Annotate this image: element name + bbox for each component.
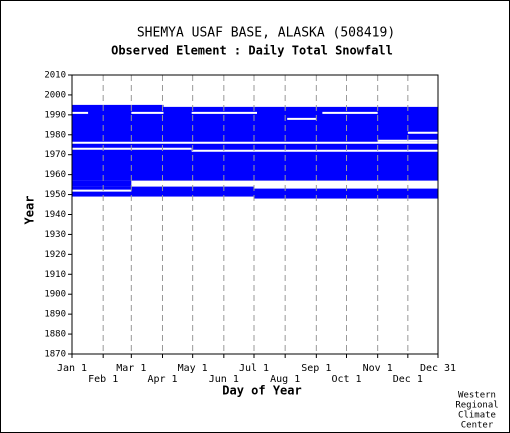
x-tick-label: Apr 1 — [147, 374, 177, 385]
x-tick-label: Dec 31 — [420, 363, 456, 374]
x-tick-label: Jul 1 — [239, 363, 269, 374]
plot-border — [71, 74, 439, 355]
y-tick-label: 1940 — [44, 210, 66, 220]
x-tick-label: Feb 1 — [88, 374, 118, 385]
y-tick-label: 1890 — [44, 310, 66, 320]
y-tick-label: 1870 — [44, 350, 66, 360]
y-tick-label: 1990 — [44, 110, 66, 120]
y-tick-label: 1900 — [44, 290, 66, 300]
chart-subtitle: Observed Element : Daily Total Snowfall — [111, 44, 393, 58]
data-block — [72, 186, 254, 197]
x-tick-label: Sep 1 — [301, 363, 331, 374]
credit: Regional — [455, 401, 498, 411]
x-tick-label: Dec 1 — [393, 374, 423, 385]
y-tick-label: 2000 — [44, 90, 66, 100]
x-tick-label: Oct 1 — [331, 374, 361, 385]
y-tick-label: 1960 — [44, 170, 66, 180]
y-tick-label: 2010 — [44, 71, 66, 81]
chart-title: SHEMYA USAF BASE, ALASKA (508419) — [137, 26, 395, 41]
y-axis-label: Year — [23, 196, 37, 225]
credit: Western — [458, 391, 496, 401]
x-tick-label: Aug 1 — [270, 374, 300, 385]
x-axis-label: Day of Year — [222, 384, 301, 398]
x-tick-label: Mar 1 — [116, 363, 146, 374]
y-tick-label: 1950 — [44, 190, 66, 200]
credit: Climate — [458, 411, 496, 421]
y-tick-label: 1880 — [44, 330, 66, 340]
x-tick-label: May 1 — [178, 363, 208, 374]
y-tick-label: 1980 — [44, 130, 66, 140]
data-block — [72, 180, 132, 187]
y-tick-label: 1970 — [44, 150, 66, 160]
y-tick-label: 1930 — [44, 230, 66, 240]
x-tick-label: Jun 1 — [209, 374, 239, 385]
data-block — [253, 188, 438, 199]
y-tick-label: 1920 — [44, 250, 66, 260]
y-tick-label: 1910 — [44, 270, 66, 280]
x-tick-label: Jan 1 — [57, 363, 87, 374]
x-tick-label: Nov 1 — [363, 363, 393, 374]
credit: Center — [461, 421, 494, 431]
